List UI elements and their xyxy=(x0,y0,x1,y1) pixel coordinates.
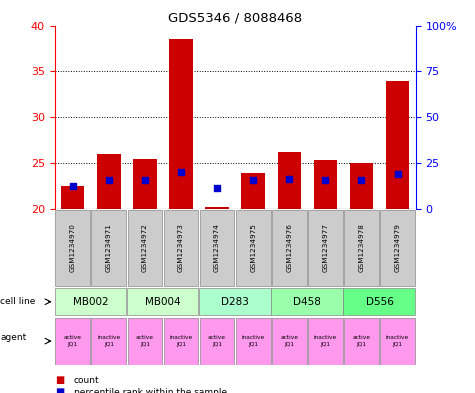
Bar xyxy=(61,186,85,209)
Text: active
JQ1: active JQ1 xyxy=(64,336,82,347)
Text: inactive
JQ1: inactive JQ1 xyxy=(242,336,265,347)
Text: D458: D458 xyxy=(294,297,321,307)
Bar xyxy=(344,210,379,286)
Bar xyxy=(308,318,342,365)
Bar xyxy=(386,81,409,209)
Bar xyxy=(350,163,373,209)
Text: percentile rank within the sample: percentile rank within the sample xyxy=(74,388,227,393)
Title: GDS5346 / 8088468: GDS5346 / 8088468 xyxy=(168,11,302,24)
Text: GSM1234970: GSM1234970 xyxy=(70,224,76,272)
Bar xyxy=(127,288,198,316)
Text: GSM1234978: GSM1234978 xyxy=(359,224,364,272)
Point xyxy=(69,183,76,189)
Text: D556: D556 xyxy=(366,297,393,307)
Text: D283: D283 xyxy=(221,297,249,307)
Point xyxy=(213,185,221,191)
Text: active
JQ1: active JQ1 xyxy=(280,336,298,347)
Text: MB002: MB002 xyxy=(73,297,108,307)
Text: GSM1234973: GSM1234973 xyxy=(178,224,184,272)
Text: GSM1234972: GSM1234972 xyxy=(142,224,148,272)
Text: count: count xyxy=(74,376,99,385)
Text: MB004: MB004 xyxy=(145,297,180,307)
Text: GSM1234974: GSM1234974 xyxy=(214,224,220,272)
Bar xyxy=(236,318,270,365)
Bar xyxy=(133,159,157,209)
Text: cell line: cell line xyxy=(0,297,36,306)
Text: inactive
JQ1: inactive JQ1 xyxy=(314,336,337,347)
Bar xyxy=(128,318,162,365)
Bar xyxy=(164,210,198,286)
Point xyxy=(141,177,149,183)
Bar xyxy=(241,173,265,209)
Text: ■: ■ xyxy=(55,387,64,393)
Bar xyxy=(308,210,342,286)
Text: GSM1234979: GSM1234979 xyxy=(395,224,400,272)
Text: inactive
JQ1: inactive JQ1 xyxy=(386,336,409,347)
Bar xyxy=(164,318,198,365)
Point xyxy=(105,177,113,183)
Text: GSM1234976: GSM1234976 xyxy=(286,224,292,272)
Bar xyxy=(200,210,234,286)
Text: agent: agent xyxy=(0,332,27,342)
Bar xyxy=(272,318,306,365)
Bar xyxy=(92,318,126,365)
Bar xyxy=(56,210,90,286)
Bar xyxy=(380,318,415,365)
Text: GSM1234971: GSM1234971 xyxy=(106,224,112,272)
Point xyxy=(358,177,365,183)
Point xyxy=(285,176,293,182)
Bar xyxy=(343,288,415,316)
Bar xyxy=(272,210,306,286)
Bar xyxy=(56,318,90,365)
Text: active
JQ1: active JQ1 xyxy=(208,336,226,347)
Bar xyxy=(199,288,270,316)
Bar xyxy=(128,210,162,286)
Bar xyxy=(169,39,193,209)
Text: active
JQ1: active JQ1 xyxy=(136,336,154,347)
Bar xyxy=(314,160,337,209)
Text: active
JQ1: active JQ1 xyxy=(352,336,370,347)
Text: ■: ■ xyxy=(55,375,64,386)
Point xyxy=(394,171,401,178)
Bar xyxy=(380,210,415,286)
Bar xyxy=(344,318,379,365)
Bar xyxy=(271,288,342,316)
Bar xyxy=(205,208,229,209)
Point xyxy=(322,177,329,183)
Bar xyxy=(55,288,126,316)
Bar xyxy=(236,210,270,286)
Bar xyxy=(200,318,234,365)
Bar xyxy=(277,152,301,209)
Text: inactive
JQ1: inactive JQ1 xyxy=(170,336,192,347)
Bar xyxy=(97,154,121,209)
Text: inactive
JQ1: inactive JQ1 xyxy=(97,336,120,347)
Bar xyxy=(92,210,126,286)
Text: GSM1234975: GSM1234975 xyxy=(250,224,256,272)
Point xyxy=(249,177,257,183)
Text: GSM1234977: GSM1234977 xyxy=(323,224,328,272)
Point xyxy=(177,169,185,175)
